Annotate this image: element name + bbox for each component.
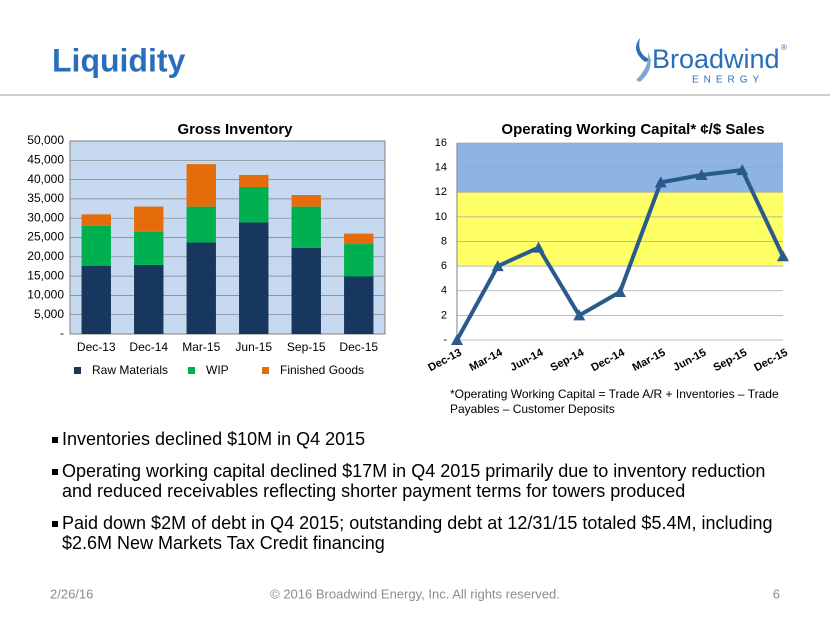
- marker: [491, 260, 504, 272]
- marker: [777, 250, 789, 262]
- bullet-text: $2.6M New Markets Tax Credit financing: [62, 533, 385, 553]
- footer-date: 2/26/16: [50, 586, 93, 601]
- bar-segment: [291, 195, 321, 207]
- y-tick-label: 2: [441, 309, 447, 321]
- bar-segment: [134, 264, 164, 334]
- y-tick-label: 50,000: [27, 133, 64, 147]
- marker: [532, 241, 545, 253]
- legend-swatch: [262, 367, 269, 374]
- bullet-text: Operating working capital declined $17M …: [62, 461, 765, 481]
- y-tick-label: 30,000: [27, 210, 64, 224]
- y-tick-label: 5,000: [34, 307, 64, 321]
- footer-copyright: © 2016 Broadwind Energy, Inc. All rights…: [270, 586, 560, 601]
- bullet-list: Inventories declined $10M in Q4 2015 Oper…: [52, 429, 773, 553]
- bullet-marker: [52, 437, 58, 443]
- marker: [451, 334, 463, 345]
- x-tick-label: Sep-15: [712, 347, 749, 375]
- chart-title: Operating Working Capital* ¢/$ Sales: [501, 121, 764, 138]
- legend-label: WIP: [206, 363, 229, 377]
- x-tick-label: Sep-15: [287, 340, 326, 354]
- bullet-text: Paid down $2M of debt in Q4 2015; outsta…: [62, 513, 773, 533]
- x-tick-label: Jun-15: [671, 347, 708, 374]
- marker: [736, 164, 749, 176]
- marker: [654, 176, 667, 188]
- legend-swatch: [188, 367, 195, 374]
- logo-tagline: ENERGY: [692, 75, 764, 86]
- y-tick-label: 6: [441, 260, 447, 272]
- bar-segment: [186, 164, 216, 207]
- marker: [614, 285, 626, 297]
- footnote: Payables – Customer Deposits: [450, 402, 615, 416]
- x-tick-label: Mar-15: [631, 347, 668, 374]
- bar-segment: [186, 206, 216, 243]
- logo: Broadwind ® ENERGY: [636, 38, 787, 86]
- bar-segment: [344, 276, 374, 334]
- logo-icon: [636, 38, 652, 62]
- bar-segment: [134, 231, 164, 265]
- band: [457, 192, 783, 267]
- legend-swatch: [74, 367, 81, 374]
- y-tick-label: 15,000: [27, 268, 64, 282]
- logo-mark: ®: [781, 43, 787, 52]
- bar-segment: [186, 242, 216, 334]
- bullet-marker: [52, 469, 58, 475]
- y-tick-label: 16: [435, 137, 447, 149]
- x-tick-label: Jun-14: [508, 346, 546, 374]
- x-tick-label: Dec-13: [426, 347, 463, 375]
- legend-label: Finished Goods: [280, 363, 364, 377]
- y-tick-label: 45,000: [27, 152, 64, 166]
- y-tick-label: 10: [435, 211, 447, 223]
- y-tick-label: 8: [441, 235, 447, 247]
- chart-title: Gross Inventory: [177, 121, 293, 138]
- x-tick-label: Dec-15: [752, 347, 789, 375]
- y-tick-label: 14: [435, 162, 447, 174]
- bar-segment: [239, 222, 269, 334]
- y-tick-label: -: [443, 334, 447, 346]
- x-tick-label: Mar-15: [182, 340, 220, 354]
- legend-label: Raw Materials: [92, 363, 168, 377]
- footnote: *Operating Working Capital = Trade A/R +…: [450, 387, 779, 401]
- bullet-text: Inventories declined $10M in Q4 2015: [62, 429, 365, 449]
- bar-segment: [239, 186, 269, 223]
- y-tick-label: 4: [441, 285, 447, 297]
- x-tick-label: Dec-15: [339, 340, 378, 354]
- x-tick-label: Dec-13: [77, 340, 116, 354]
- bar-segment: [134, 206, 164, 232]
- logo-icon: [636, 52, 651, 82]
- bar-segment: [291, 206, 321, 248]
- y-tick-label: 35,000: [27, 191, 64, 205]
- x-tick-label: Mar-14: [468, 346, 506, 374]
- logo-name: Broadwind: [652, 44, 780, 74]
- marker: [573, 309, 586, 321]
- x-tick-label: Sep-14: [549, 346, 587, 374]
- bar-segment: [344, 233, 374, 245]
- bullet-marker: [52, 521, 58, 527]
- y-tick-label: 20,000: [27, 249, 64, 263]
- y-tick-label: -: [60, 326, 64, 340]
- x-tick-label: Dec-14: [129, 340, 168, 354]
- bar-segment: [344, 244, 374, 277]
- x-tick-label: Dec-14: [589, 346, 627, 374]
- bar-segment: [81, 214, 111, 226]
- bar-segment: [239, 174, 269, 187]
- bar-segment: [81, 265, 111, 334]
- y-tick-label: 40,000: [27, 172, 64, 186]
- x-tick-label: Jun-15: [235, 340, 272, 354]
- bar-segment: [291, 247, 321, 334]
- y-tick-label: 12: [435, 186, 447, 198]
- y-tick-label: 10,000: [27, 288, 64, 302]
- bullet-text: and reduced receivables reflecting short…: [62, 481, 685, 501]
- footer-page: 6: [773, 586, 780, 601]
- marker: [695, 169, 708, 181]
- bar-segment: [81, 225, 111, 266]
- slide-title: Liquidity: [52, 42, 186, 78]
- y-tick-label: 25,000: [27, 230, 64, 244]
